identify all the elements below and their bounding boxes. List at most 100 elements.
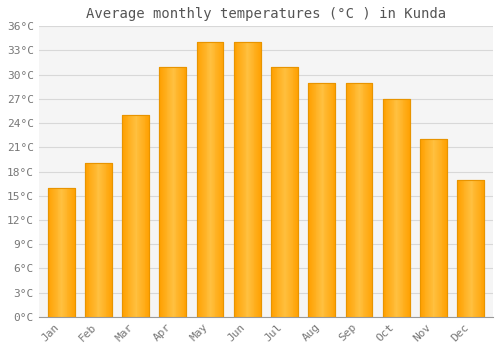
Bar <box>446 139 447 317</box>
Bar <box>172 66 173 317</box>
Bar <box>370 83 372 317</box>
Bar <box>369 83 370 317</box>
Bar <box>359 83 360 317</box>
Bar <box>458 180 484 317</box>
Bar <box>384 99 386 317</box>
Bar <box>53 188 54 317</box>
Bar <box>458 180 484 317</box>
Bar <box>432 139 434 317</box>
Bar <box>103 163 104 317</box>
Bar <box>133 115 134 317</box>
Bar <box>440 139 442 317</box>
Bar <box>430 139 431 317</box>
Bar <box>475 180 476 317</box>
Bar <box>131 115 132 317</box>
Bar <box>434 139 436 317</box>
Bar <box>243 42 244 317</box>
Bar <box>248 42 249 317</box>
Bar <box>476 180 477 317</box>
Bar <box>142 115 143 317</box>
Bar <box>274 66 276 317</box>
Bar <box>63 188 64 317</box>
Bar <box>203 42 204 317</box>
Bar <box>482 180 483 317</box>
Bar <box>174 66 176 317</box>
Bar <box>398 99 399 317</box>
Bar <box>72 188 73 317</box>
Bar <box>479 180 480 317</box>
Bar <box>474 180 475 317</box>
Bar <box>442 139 444 317</box>
Bar <box>104 163 106 317</box>
Bar <box>85 163 112 317</box>
Bar <box>437 139 438 317</box>
Bar <box>283 66 284 317</box>
Bar <box>209 42 210 317</box>
Bar <box>423 139 424 317</box>
Bar <box>330 83 332 317</box>
Bar <box>61 188 62 317</box>
Bar <box>328 83 329 317</box>
Bar <box>87 163 88 317</box>
Bar <box>258 42 259 317</box>
Bar <box>364 83 366 317</box>
Bar <box>73 188 74 317</box>
Bar <box>252 42 254 317</box>
Bar <box>445 139 446 317</box>
Bar <box>238 42 240 317</box>
Bar <box>100 163 101 317</box>
Bar <box>234 42 260 317</box>
Bar <box>71 188 72 317</box>
Bar <box>181 66 182 317</box>
Bar <box>356 83 357 317</box>
Bar <box>468 180 469 317</box>
Bar <box>310 83 311 317</box>
Bar <box>287 66 288 317</box>
Bar <box>146 115 147 317</box>
Bar <box>288 66 289 317</box>
Bar <box>48 188 74 317</box>
Bar <box>464 180 466 317</box>
Bar <box>459 180 460 317</box>
Bar <box>271 66 298 317</box>
Bar <box>324 83 326 317</box>
Bar <box>361 83 362 317</box>
Bar <box>276 66 278 317</box>
Bar <box>407 99 408 317</box>
Bar <box>314 83 316 317</box>
Bar <box>216 42 217 317</box>
Bar <box>352 83 353 317</box>
Bar <box>429 139 430 317</box>
Bar <box>460 180 461 317</box>
Bar <box>420 139 447 317</box>
Bar <box>111 163 112 317</box>
Bar <box>427 139 428 317</box>
Bar <box>320 83 321 317</box>
Bar <box>66 188 68 317</box>
Bar <box>132 115 133 317</box>
Bar <box>271 66 298 317</box>
Bar <box>93 163 94 317</box>
Bar <box>318 83 319 317</box>
Bar <box>85 163 112 317</box>
Bar <box>346 83 348 317</box>
Bar <box>386 99 388 317</box>
Bar <box>173 66 174 317</box>
Bar <box>394 99 396 317</box>
Bar <box>217 42 218 317</box>
Bar <box>388 99 389 317</box>
Bar <box>444 139 445 317</box>
Bar <box>196 42 198 317</box>
Bar <box>334 83 335 317</box>
Bar <box>88 163 90 317</box>
Bar <box>313 83 314 317</box>
Bar <box>85 163 86 317</box>
Bar <box>101 163 102 317</box>
Bar <box>462 180 464 317</box>
Bar <box>289 66 290 317</box>
Bar <box>102 163 103 317</box>
Bar <box>213 42 214 317</box>
Bar <box>467 180 468 317</box>
Bar <box>170 66 171 317</box>
Bar <box>98 163 100 317</box>
